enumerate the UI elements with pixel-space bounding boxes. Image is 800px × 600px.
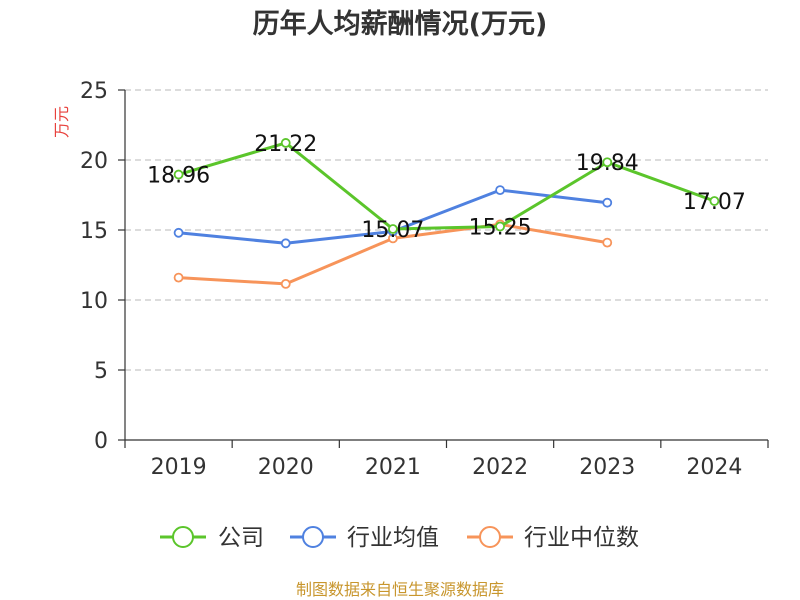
- x-tick-label: 2021: [365, 455, 421, 480]
- data-point: [280, 278, 291, 289]
- data-point: [602, 237, 613, 248]
- data-label: 15.25: [469, 216, 532, 241]
- legend-label: 行业均值: [347, 525, 439, 551]
- legend[interactable]: 公司 行业均值 行业中位数: [160, 525, 639, 551]
- x-tick-label: 2022: [472, 455, 528, 480]
- data-point: [495, 185, 505, 196]
- legend-item[interactable]: 公司: [160, 525, 264, 551]
- legend-label: 公司: [218, 525, 264, 551]
- data-label: 19.84: [576, 151, 639, 176]
- x-tick-label: 2020: [258, 455, 314, 480]
- legend-swatch-marker: [479, 526, 501, 548]
- axes: 0 5 10 15 20 25 2019 2020 2021 2022 2023 2024: [80, 79, 769, 480]
- data-point: [495, 221, 505, 232]
- y-tick-label: 15: [80, 219, 108, 244]
- y-tick-label: 5: [94, 359, 108, 384]
- x-tick-label: 2019: [151, 455, 207, 480]
- y-tick-label: 20: [80, 149, 108, 174]
- legend-item[interactable]: 行业均值: [290, 525, 439, 551]
- data-point: [280, 238, 291, 249]
- chart-title: 历年人均薪酬情况(万元): [253, 8, 548, 40]
- data-point: [280, 138, 291, 148]
- data-point: [602, 157, 613, 168]
- data-labels: 18.96 21.22 15.07 15.25 19.84 17.07: [147, 132, 746, 243]
- legend-label: 行业中位数: [524, 525, 639, 551]
- series-layer: [173, 138, 720, 289]
- legend-swatch-marker: [302, 526, 324, 548]
- data-label: 18.96: [147, 164, 210, 189]
- source-footer: 制图数据来自恒生聚源数据库: [296, 580, 504, 599]
- y-tick-label: 25: [80, 79, 108, 104]
- data-label: 17.07: [683, 190, 746, 215]
- data-point: [602, 197, 613, 208]
- data-point: [173, 169, 184, 180]
- data-point: [173, 272, 184, 283]
- x-tick-label: 2023: [579, 455, 635, 480]
- y-tick-label: 0: [94, 429, 108, 454]
- legend-swatch-marker: [172, 526, 194, 548]
- y-axis-label: 万元: [52, 106, 71, 138]
- data-label: 21.22: [254, 132, 317, 157]
- data-label: 15.07: [361, 218, 424, 243]
- data-point: [388, 224, 398, 234]
- data-point: [173, 227, 184, 238]
- y-tick-label: 10: [80, 289, 108, 314]
- series-line: [178, 141, 715, 231]
- legend-item[interactable]: 行业中位数: [467, 525, 639, 551]
- data-point: [709, 196, 720, 206]
- x-tick-label: 2024: [686, 455, 742, 480]
